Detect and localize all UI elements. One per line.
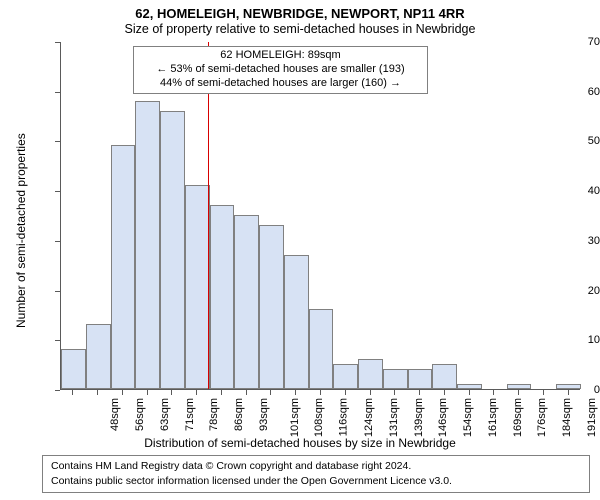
x-tick-label: 146sqm <box>437 398 449 437</box>
x-tick-label: 131sqm <box>388 398 400 437</box>
x-tick-mark <box>270 390 271 395</box>
x-tick-label: 139sqm <box>413 398 425 437</box>
bar <box>383 369 408 389</box>
x-tick-label: 161sqm <box>487 398 499 437</box>
annotation-line: ← 53% of semi-detached houses are smalle… <box>138 63 423 77</box>
x-tick-label: 116sqm <box>338 398 350 436</box>
x-axis-label: Distribution of semi-detached houses by … <box>0 436 600 450</box>
x-tick-label: 93sqm <box>258 398 270 431</box>
x-tick-label: 101sqm <box>289 398 301 437</box>
x-tick-label: 108sqm <box>314 398 326 437</box>
annotation-line: 62 HOMELEIGH: 89sqm <box>138 49 423 63</box>
plot-area: 62 HOMELEIGH: 89sqm← 53% of semi-detache… <box>60 42 580 390</box>
chart-title-line2: Size of property relative to semi-detach… <box>0 22 600 36</box>
bar <box>111 145 136 389</box>
x-tick-mark <box>171 390 172 395</box>
x-tick-label: 176sqm <box>536 398 548 437</box>
x-tick-mark <box>97 390 98 395</box>
x-tick-label: 86sqm <box>233 398 245 431</box>
x-tick-label: 56sqm <box>134 398 146 431</box>
x-tick-label: 71sqm <box>184 398 196 431</box>
x-tick-mark <box>419 390 420 395</box>
y-axis-label: Number of semi-detached properties <box>14 133 28 328</box>
x-tick-mark <box>394 390 395 395</box>
x-tick-mark <box>543 390 544 395</box>
bar <box>210 205 235 389</box>
x-tick-mark <box>493 390 494 395</box>
x-tick-mark <box>320 390 321 395</box>
x-tick-mark <box>345 390 346 395</box>
x-tick-mark <box>196 390 197 395</box>
bar <box>135 101 160 389</box>
x-tick-mark <box>246 390 247 395</box>
bar <box>507 384 532 389</box>
x-tick-mark <box>370 390 371 395</box>
x-tick-mark <box>568 390 569 395</box>
bar <box>432 364 457 389</box>
x-tick-label: 63sqm <box>159 398 171 431</box>
reference-line <box>208 42 209 389</box>
footer-line2: Contains public sector information licen… <box>51 475 452 487</box>
x-tick-mark <box>147 390 148 395</box>
bar <box>234 215 259 389</box>
x-tick-mark <box>72 390 73 395</box>
bar <box>408 369 433 389</box>
x-tick-label: 184sqm <box>561 398 573 437</box>
x-tick-mark <box>444 390 445 395</box>
x-tick-mark <box>221 390 222 395</box>
bar <box>358 359 383 389</box>
annotation-line: 44% of semi-detached houses are larger (… <box>138 77 423 91</box>
bar <box>309 309 334 389</box>
x-tick-label: 169sqm <box>512 398 524 437</box>
footer-box: Contains HM Land Registry data © Crown c… <box>42 455 590 493</box>
x-tick-label: 78sqm <box>208 398 220 431</box>
x-tick-label: 124sqm <box>363 398 375 437</box>
bar <box>284 255 309 389</box>
bar <box>160 111 185 389</box>
x-tick-mark <box>122 390 123 395</box>
bar <box>86 324 111 389</box>
bar <box>259 225 284 389</box>
x-tick-mark <box>469 390 470 395</box>
bar <box>457 384 482 389</box>
y-tick-mark <box>55 390 60 391</box>
x-tick-mark <box>295 390 296 395</box>
chart-container: { "title_line1": "62, HOMELEIGH, NEWBRID… <box>0 0 600 500</box>
x-tick-mark <box>518 390 519 395</box>
footer-line1: Contains HM Land Registry data © Crown c… <box>51 460 411 472</box>
bar <box>333 364 358 389</box>
bar <box>185 185 210 389</box>
bar <box>556 384 581 389</box>
annotation-box: 62 HOMELEIGH: 89sqm← 53% of semi-detache… <box>133 46 428 94</box>
bar <box>61 349 86 389</box>
x-tick-label: 48sqm <box>109 398 121 431</box>
x-tick-label: 191sqm <box>586 398 598 437</box>
chart-title-line1: 62, HOMELEIGH, NEWBRIDGE, NEWPORT, NP11 … <box>0 6 600 21</box>
x-tick-label: 154sqm <box>462 398 474 437</box>
